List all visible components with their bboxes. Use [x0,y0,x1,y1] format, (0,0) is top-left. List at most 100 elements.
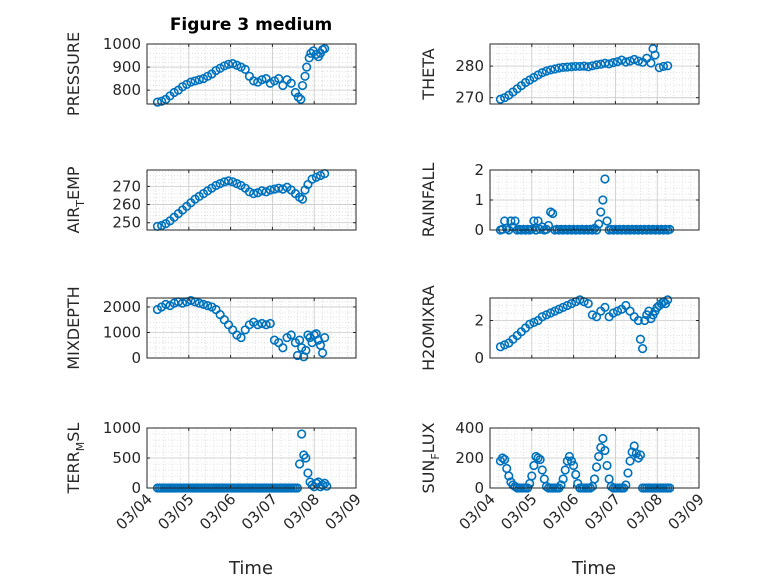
data-point-7-49 [598,433,608,444]
data-point-0-9 [190,76,200,86]
data-point-4-46 [317,348,328,358]
data-point-7-33 [564,451,575,462]
data-point-7-16 [529,460,539,471]
data-point-0-34 [293,92,303,102]
data-point-5-12 [546,308,556,318]
x-tick-label-7-1: 03/05 [497,490,540,533]
data-point-2-29 [274,183,284,193]
data-point-0-40 [306,48,316,58]
data-point-0-32 [286,78,296,88]
grid-7 [489,427,700,489]
axes-box-1 [489,43,700,105]
x-tick-label-7-3: 03/07 [581,490,624,533]
data-point-0-1 [157,96,167,106]
data-point-3-25 [548,208,558,219]
y-tick-label-3-2: 2 [474,161,484,179]
data-point-0-33 [290,87,300,98]
axes-box-4 [146,297,357,359]
subplot-1: 270 280 THETA [419,43,700,107]
data-point-3-18 [533,216,543,226]
plot-area-1 [490,44,699,104]
data-point-3-48 [596,207,606,217]
y-tick-label-2-2: 270 [112,177,141,195]
data-point-5-1 [500,340,510,350]
subplot-4: 0 1000 2000 MIXDEPTH [64,286,357,370]
y-axis-label-3: RAINFALL [419,163,438,238]
data-point-5-21 [583,299,593,309]
data-point-1-26 [604,59,614,69]
subplot-5: 0 2 H2OMIXRA [419,285,700,371]
data-point-2-1 [157,220,167,231]
data-point-4-12 [203,301,213,311]
data-point-2-22 [244,187,255,197]
y-tick-label-3-1: 1 [474,191,484,209]
data-point-4-11 [198,299,209,309]
data-point-3-16 [529,216,539,226]
data-point-6-72 [303,468,313,478]
data-point-5-11 [541,310,552,320]
data-point-2-17 [223,176,234,186]
data-point-7-51 [602,460,612,471]
data-point-1-39 [654,63,664,73]
figure-title: Figure 3 medium [170,15,332,35]
y-tick-label-0-2: 1000 [103,35,141,53]
y-tick-label-4-2: 2000 [103,298,141,316]
data-point-4-6 [177,298,188,308]
data-point-1-11 [541,66,552,76]
data-point-5-36 [640,315,650,326]
data-point-1-21 [583,62,593,72]
data-point-7-15 [527,471,537,481]
y-tick-label-7-2: 400 [455,419,484,437]
y-tick-label-6-0: 0 [131,479,141,497]
y-tick-label-7-0: 0 [474,479,484,497]
y-tick-label-4-0: 0 [131,349,141,367]
data-point-1-0 [495,94,506,104]
data-point-6-69 [297,429,307,439]
y-tick-label-6-1: 500 [112,449,141,467]
data-point-3-50 [600,174,610,184]
data-point-2-30 [278,184,288,194]
data-point-0-10 [194,75,204,85]
data-point-7-63 [627,447,637,457]
y-tick-label-0-1: 900 [112,58,141,76]
data-point-0-37 [300,71,310,81]
data-point-3-24 [546,207,556,217]
data-point-1-41 [663,61,673,71]
data-point-3-19 [535,224,545,234]
x-axis-label-right: Time [571,558,616,579]
data-point-2-39 [311,172,321,182]
data-point-0-16 [219,61,229,71]
data-point-2-18 [228,177,238,187]
data-point-5-17 [566,299,577,309]
series-6 [152,429,332,493]
data-point-0-18 [228,59,238,69]
data-point-2-35 [297,194,308,204]
data-point-5-27 [608,308,618,318]
data-point-7-45 [589,474,600,484]
data-point-3-47 [594,219,604,229]
y-tick-label-6-2: 1000 [103,419,141,437]
data-point-3-5 [506,216,516,226]
data-point-3-81 [665,224,675,234]
data-point-2-19 [232,179,242,189]
data-point-0-36 [297,80,308,91]
data-point-0-21 [240,64,250,74]
data-point-0-38 [302,62,312,72]
data-point-3-1 [497,224,508,234]
data-point-3-49 [598,195,608,205]
y-tick-label-5-1: 2 [474,312,484,330]
y-tick-label-0-0: 800 [112,81,141,99]
data-point-5-15 [558,302,568,312]
x-tick-label-6-1: 03/05 [154,490,197,533]
y-tick-label-7-1: 200 [455,449,484,467]
data-point-6-68 [294,459,305,469]
data-point-0-0 [152,97,163,107]
data-point-7-20 [537,465,547,475]
data-point-7-47 [594,451,604,462]
data-point-1-30 [621,57,631,67]
y-axis-label-7: SUNFLUX [419,422,442,493]
data-point-1-32 [629,54,639,65]
data-point-2-26 [261,187,271,197]
data-point-5-47 [663,295,673,305]
